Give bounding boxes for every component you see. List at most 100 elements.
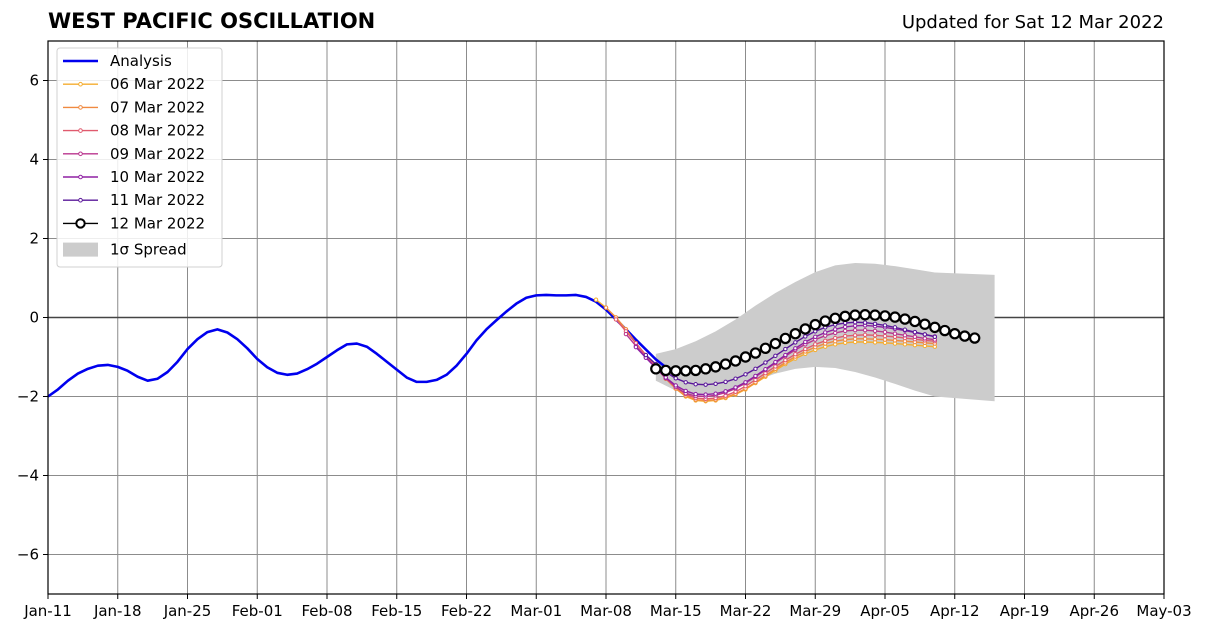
forecast-point — [813, 342, 818, 347]
forecast-point — [832, 330, 838, 336]
forecast-point — [763, 360, 768, 365]
forecast-point — [803, 339, 808, 345]
forecast-point — [623, 331, 629, 337]
forecast-point — [739, 351, 752, 363]
forecast-point — [899, 313, 911, 325]
y-tick-label: −6 — [17, 546, 39, 564]
x-tick-label: Mar-15 — [650, 602, 702, 620]
x-tick-label: May-03 — [1136, 602, 1191, 620]
forecast-point — [912, 334, 918, 340]
forecast-point — [829, 312, 841, 324]
forecast-point — [709, 361, 722, 373]
legend-label: 07 Mar 2022 — [110, 98, 205, 116]
forecast-point — [673, 376, 678, 381]
forecast-point — [882, 337, 888, 342]
axis-layer: Jan-11 Jan-18 Jan-25 Feb-01 Feb-08 Feb-15 Feb-… — [17, 40, 1192, 620]
x-tick-label: Mar-08 — [580, 602, 632, 620]
forecast-point — [733, 376, 738, 381]
forecast-point — [593, 297, 599, 302]
forecast-point — [683, 388, 688, 394]
chart-title: WEST PACIFIC OSCILLATION — [48, 9, 376, 33]
forecast-point — [842, 328, 848, 334]
forecast-point — [909, 315, 921, 328]
forecast-point — [773, 359, 778, 365]
forecast-point — [783, 357, 788, 363]
forecast-point — [823, 338, 828, 344]
forecast-point — [680, 365, 692, 377]
x-tick-label: Mar-29 — [789, 602, 841, 620]
forecast-point — [922, 332, 928, 337]
forecast-point — [839, 310, 851, 323]
forecast-point — [968, 332, 981, 344]
forecast-point — [859, 309, 871, 321]
forecast-point — [892, 338, 898, 343]
forecast-point — [823, 330, 828, 335]
forecast-point — [753, 366, 758, 372]
forecast-point — [872, 337, 878, 342]
legend-swatch-spread — [63, 242, 98, 257]
forecast-point — [803, 346, 808, 352]
legend-swatch-marker — [78, 105, 83, 110]
forecast-point — [650, 363, 662, 375]
forecast-point — [799, 323, 811, 335]
forecast-point — [902, 327, 908, 332]
legend-swatch-marker — [78, 81, 83, 87]
y-tick-label: 6 — [29, 72, 39, 90]
forecast-point — [939, 324, 951, 337]
forecast-point — [862, 336, 868, 342]
chart-subtitle: Updated for Sat 12 Mar 2022 — [901, 12, 1164, 33]
x-tick-label: Feb-08 — [301, 602, 352, 620]
legend-swatch-marker — [78, 174, 83, 180]
forecast-point — [892, 325, 898, 330]
forecast-point — [699, 363, 712, 375]
x-tick-label: Jan-11 — [23, 602, 72, 620]
forecast-point — [779, 332, 792, 345]
x-tick-label: Feb-22 — [441, 602, 492, 620]
forecast-point — [689, 364, 702, 377]
forecast-point — [869, 309, 881, 321]
y-tick-label: 2 — [29, 230, 39, 248]
forecast-point — [819, 315, 831, 327]
forecast-point — [670, 365, 682, 377]
forecast-point — [849, 309, 861, 321]
forecast-point — [949, 327, 961, 340]
forecast-point — [852, 333, 858, 338]
legend-label: 12 Mar 2022 — [110, 214, 205, 232]
y-tick-label: −2 — [17, 388, 39, 406]
forecast-point — [743, 380, 748, 385]
forecast-point — [902, 333, 908, 338]
legend-swatch-marker — [78, 151, 83, 157]
legend-label: 09 Mar 2022 — [110, 145, 205, 163]
forecast-point — [832, 335, 838, 341]
forecast-point — [889, 311, 901, 323]
forecast-point — [842, 324, 848, 330]
forecast-point — [753, 373, 758, 379]
x-tick-label: Jan-18 — [93, 602, 142, 620]
forecast-point — [769, 337, 782, 350]
forecast-point — [862, 320, 868, 325]
forecast-point — [852, 320, 858, 325]
forecast-point — [862, 332, 868, 338]
y-tick-label: 4 — [29, 151, 39, 169]
forecast-point — [803, 334, 808, 339]
forecast-point — [832, 327, 838, 332]
forecast-point — [882, 329, 888, 335]
forecast-point — [743, 372, 748, 377]
x-tick-label: Apr-19 — [1000, 602, 1050, 620]
legend-swatch-marker — [75, 218, 86, 229]
forecast-point — [723, 389, 728, 394]
x-tick-label: Mar-22 — [720, 602, 772, 620]
forecast-point — [733, 385, 738, 390]
forecast-point — [932, 334, 938, 340]
forecast-point — [929, 321, 941, 334]
forecast-point — [882, 333, 888, 339]
forecast-point — [683, 380, 688, 385]
x-tick-label: Apr-26 — [1070, 602, 1120, 620]
forecast-point — [749, 347, 762, 359]
forecast-point — [663, 375, 668, 380]
x-tick-label: Feb-15 — [371, 602, 422, 620]
forecast-point — [879, 310, 891, 322]
legend-label: 11 Mar 2022 — [110, 191, 205, 209]
forecast-point — [789, 327, 802, 340]
